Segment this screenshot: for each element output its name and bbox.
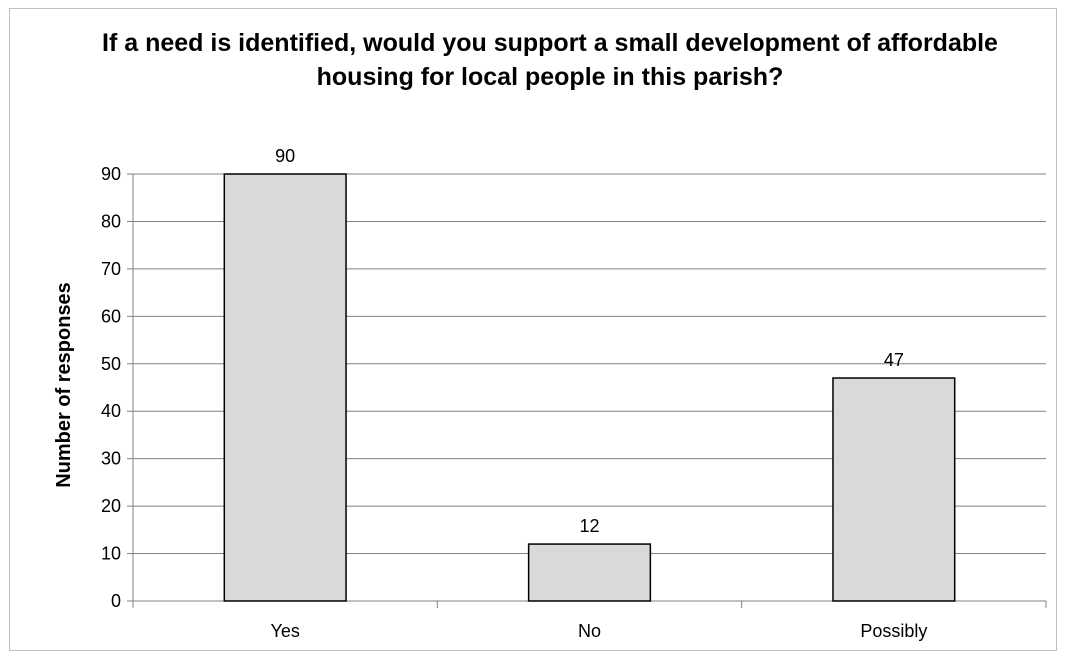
bar-no — [527, 543, 652, 602]
x-tick-label: Possibly — [860, 621, 927, 641]
bars — [223, 173, 956, 602]
bar-possibly — [832, 377, 956, 602]
y-tick-label: 10 — [101, 544, 121, 564]
bar-yes — [223, 173, 347, 602]
chart-title: If a need is identified, would you suppo… — [102, 29, 998, 91]
y-tick-label: 40 — [101, 401, 121, 421]
x-tick-label: No — [578, 621, 601, 641]
y-tick-label: 0 — [111, 591, 121, 611]
y-tick-label: 90 — [101, 164, 121, 184]
y-tick-label: 70 — [101, 259, 121, 279]
y-tick-label: 80 — [101, 211, 121, 231]
data-label: 12 — [579, 516, 599, 536]
labels: 0 10 20 30 40 50 60 70 80 90 90 Yes 12 No 47 Possibly — [101, 146, 927, 641]
y-tick-label: 50 — [101, 354, 121, 374]
y-tick-label: 20 — [101, 496, 121, 516]
y-tick-label: 60 — [101, 306, 121, 326]
y-tick-label: 30 — [101, 449, 121, 469]
y-axis-label: Number of responses — [53, 282, 75, 488]
data-label: 47 — [884, 350, 904, 370]
x-tick-label: Yes — [270, 621, 299, 641]
data-label: 90 — [275, 146, 295, 166]
